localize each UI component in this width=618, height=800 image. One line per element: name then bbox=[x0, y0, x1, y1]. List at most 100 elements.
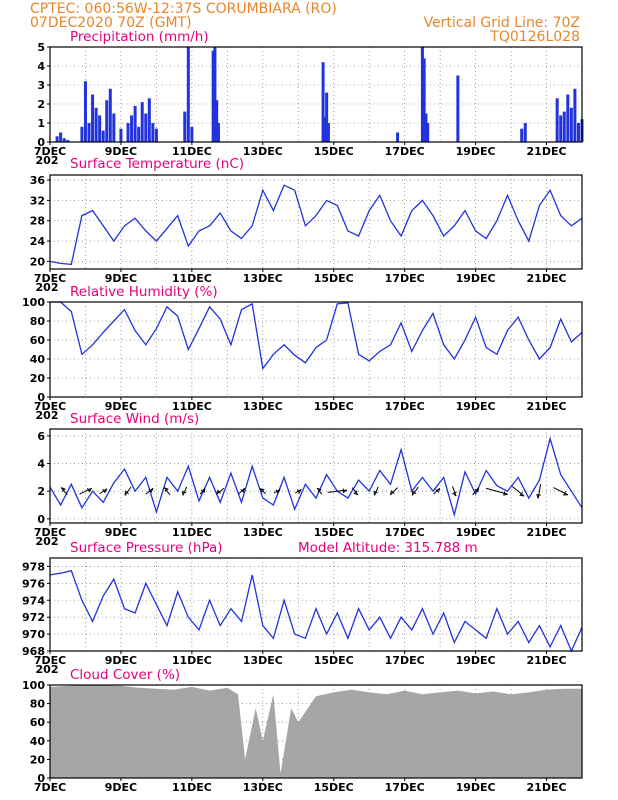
pressure-line bbox=[49, 569, 583, 653]
precip-bar bbox=[321, 62, 325, 143]
humidity-line bbox=[50, 301, 583, 371]
cloud-area bbox=[50, 685, 582, 778]
wind-arrow bbox=[553, 487, 569, 496]
wind-arrow bbox=[273, 488, 281, 494]
x-year-cut-label: 202 bbox=[36, 535, 59, 548]
y-tick-label: 2 bbox=[37, 485, 45, 498]
y-tick-label: 20 bbox=[30, 372, 46, 385]
wind-arrow bbox=[124, 486, 132, 496]
header-grid-line: Vertical Grid Line: 70Z bbox=[424, 15, 580, 31]
temp-line bbox=[49, 184, 583, 266]
x-tick-label: 9DEC bbox=[105, 526, 137, 539]
precip-bar bbox=[98, 115, 102, 142]
y-tick-label: 32 bbox=[30, 194, 45, 207]
precip-bar bbox=[133, 105, 137, 142]
precip-bar bbox=[183, 111, 187, 142]
temp-panel: 20 24 28 32 36 7DEC 9DEC 11DEC 13DEC 15DEC 17DEC 19… bbox=[30, 174, 583, 294]
cloud-title: Cloud Cover (%) bbox=[70, 667, 180, 683]
wind-line bbox=[49, 436, 583, 518]
precip-bar bbox=[426, 123, 430, 142]
x-tick-label: 21DEC bbox=[527, 145, 567, 158]
precip-bar bbox=[186, 47, 190, 142]
temp-title: Surface Temperature (nC) bbox=[70, 156, 244, 172]
y-tick-label: 24 bbox=[30, 235, 46, 248]
x-tick-label: 19DEC bbox=[456, 145, 496, 158]
model-altitude-label: Model Altitude: 315.788 m bbox=[298, 540, 478, 556]
precip-bar bbox=[87, 123, 91, 142]
x-tick-label: 11DEC bbox=[172, 654, 212, 667]
precip-bar bbox=[91, 94, 95, 142]
x-tick-label: 11DEC bbox=[172, 526, 212, 539]
precip-bar bbox=[215, 100, 219, 142]
x-tick-label: 13DEC bbox=[243, 145, 283, 158]
y-tick-label: 0 bbox=[37, 772, 45, 785]
wind-arrow bbox=[216, 487, 225, 495]
precip-bar bbox=[559, 115, 563, 142]
y-tick-label: 20 bbox=[30, 255, 46, 268]
x-tick-label: 7DEC bbox=[34, 145, 66, 158]
x-tick-label: 13DEC bbox=[243, 526, 283, 539]
y-tick-label: 0 bbox=[37, 513, 45, 526]
wind-frame bbox=[49, 428, 583, 524]
x-tick-label: 15DEC bbox=[314, 400, 354, 413]
precip-bar bbox=[523, 123, 527, 142]
x-tick-label: 19DEC bbox=[456, 781, 496, 794]
precip-bar bbox=[144, 113, 148, 142]
x-tick-label: 9DEC bbox=[105, 654, 137, 667]
precip-bar bbox=[424, 113, 428, 142]
wind-arrow bbox=[99, 488, 108, 495]
x-tick-label: 13DEC bbox=[243, 400, 283, 413]
y-tick-label: 970 bbox=[22, 628, 45, 641]
wind-arrow bbox=[536, 483, 542, 499]
humidity-panel: 0 20 40 60 80 100 7DEC 9DEC 11DEC 13DEC 15DEC 17DEC… bbox=[22, 296, 583, 422]
precip-bar bbox=[325, 92, 329, 142]
x-tick-label: 7DEC bbox=[34, 526, 66, 539]
precip-bar bbox=[151, 123, 155, 142]
precip-bar bbox=[154, 128, 158, 142]
cloud-panel: 0 20 40 60 80 100 7DEC 9DEC 11DEC 13DEC 15DEC 17DEC… bbox=[22, 679, 583, 794]
precip-bar bbox=[137, 126, 141, 142]
y-tick-label: 60 bbox=[30, 716, 46, 729]
precip-bar bbox=[130, 115, 134, 142]
y-tick-label: 4 bbox=[37, 458, 45, 471]
x-tick-label: 11DEC bbox=[172, 400, 212, 413]
precip-bar bbox=[326, 123, 330, 142]
wind-arrow bbox=[259, 488, 267, 494]
x-tick-label: 19DEC bbox=[456, 526, 496, 539]
wind-arrow bbox=[295, 488, 302, 494]
y-tick-label: 40 bbox=[30, 735, 46, 748]
x-tick-label: 11DEC bbox=[172, 272, 212, 285]
wind-arrow bbox=[199, 487, 206, 495]
y-tick-label: 972 bbox=[22, 611, 45, 624]
x-tick-label: 17DEC bbox=[385, 145, 425, 158]
header-model: TQ0126L028 bbox=[489, 29, 580, 45]
wind-arrow bbox=[472, 487, 480, 496]
wind-arrow bbox=[433, 487, 441, 495]
x-year-cut-label: 202 bbox=[36, 663, 59, 676]
header-run-date: 07DEC2020 70Z (GMT) bbox=[30, 15, 192, 31]
y-tick-label: 976 bbox=[22, 577, 45, 590]
y-tick-label: 80 bbox=[30, 315, 46, 328]
precip-bar bbox=[396, 132, 400, 142]
x-tick-label: 21DEC bbox=[527, 400, 567, 413]
wind-arrow bbox=[389, 487, 398, 496]
precip-bar bbox=[59, 132, 63, 142]
y-tick-label: 4 bbox=[37, 60, 45, 73]
x-tick-label: 21DEC bbox=[527, 526, 567, 539]
x-tick-label: 21DEC bbox=[527, 654, 567, 667]
precip-bar bbox=[573, 88, 577, 142]
precip-bar bbox=[83, 81, 87, 142]
x-tick-label: 21DEC bbox=[527, 781, 567, 794]
precip-bar bbox=[213, 47, 217, 142]
precip-bar bbox=[190, 126, 194, 142]
y-tick-label: 2 bbox=[37, 98, 45, 111]
y-tick-label: 978 bbox=[22, 560, 45, 573]
y-tick-label: 968 bbox=[22, 645, 45, 658]
x-tick-label: 7DEC bbox=[34, 400, 66, 413]
precip-bar bbox=[555, 98, 559, 142]
y-tick-label: 100 bbox=[22, 679, 45, 692]
precip-bar bbox=[562, 111, 566, 142]
wind-panel: 0 2 4 6 7DEC 9DEC 11DEC 13DEC 15DEC 17DEC 19DEC 21D… bbox=[34, 428, 583, 548]
